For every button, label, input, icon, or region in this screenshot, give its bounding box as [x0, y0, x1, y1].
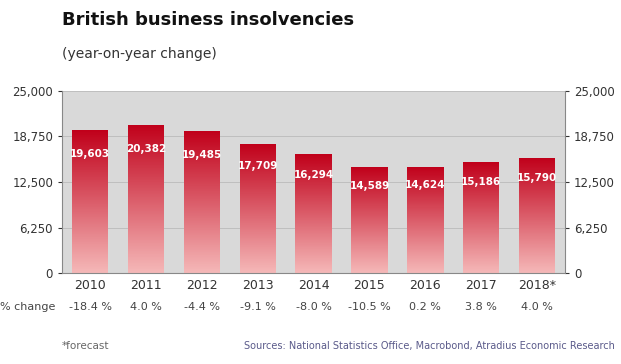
Text: % change: % change	[0, 302, 55, 312]
Text: 3.8 %: 3.8 %	[465, 302, 497, 312]
Text: 17,709: 17,709	[237, 161, 278, 171]
Text: -9.1 %: -9.1 %	[240, 302, 276, 312]
Text: 4.0 %: 4.0 %	[130, 302, 162, 312]
Text: -4.4 %: -4.4 %	[184, 302, 220, 312]
Text: 20,382: 20,382	[126, 144, 166, 154]
Text: 19,485: 19,485	[182, 150, 222, 159]
Text: 15,186: 15,186	[461, 177, 501, 187]
Text: Sources: National Statistics Office, Macrobond, Atradius Economic Research: Sources: National Statistics Office, Mac…	[244, 341, 615, 351]
Text: 19,603: 19,603	[70, 149, 110, 159]
Text: British business insolvencies: British business insolvencies	[62, 11, 354, 29]
Text: 16,294: 16,294	[294, 170, 333, 180]
Text: -8.0 %: -8.0 %	[296, 302, 332, 312]
Text: 14,624: 14,624	[405, 181, 446, 190]
Text: -10.5 %: -10.5 %	[348, 302, 391, 312]
Text: *forecast: *forecast	[62, 341, 109, 351]
Text: 14,589: 14,589	[350, 181, 389, 191]
Text: (year-on-year change): (year-on-year change)	[62, 47, 217, 61]
Text: -18.4 %: -18.4 %	[68, 302, 112, 312]
Text: 15,790: 15,790	[517, 173, 557, 183]
Text: 0.2 %: 0.2 %	[409, 302, 442, 312]
Text: 4.0 %: 4.0 %	[521, 302, 553, 312]
